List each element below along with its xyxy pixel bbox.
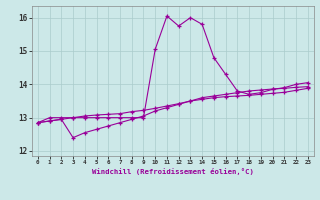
X-axis label: Windchill (Refroidissement éolien,°C): Windchill (Refroidissement éolien,°C) — [92, 168, 254, 175]
